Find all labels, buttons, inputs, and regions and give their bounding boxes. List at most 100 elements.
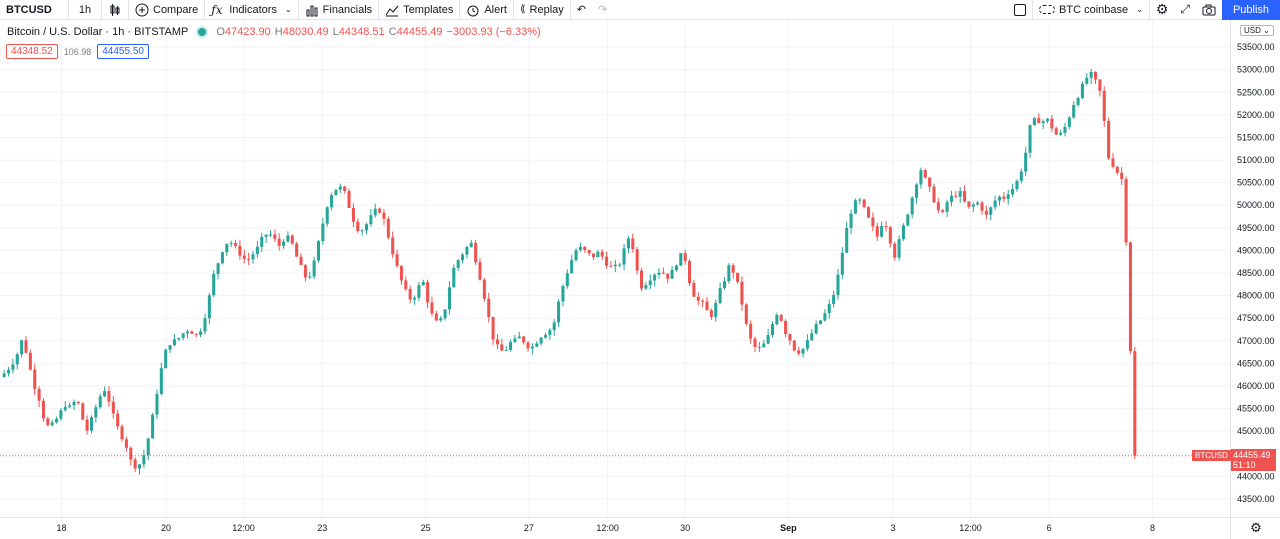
templates-button[interactable]: Templates: [379, 0, 459, 20]
candle-body: [548, 330, 552, 335]
candle-body: [312, 260, 316, 277]
candle-body: [1015, 180, 1019, 190]
publish-button[interactable]: Publish: [1222, 0, 1280, 20]
candle-body: [766, 335, 770, 344]
price-axis: 53500.00 53000.00 52500.00 52000.00 51500.00…: [1237, 42, 1275, 504]
candle-body: [971, 204, 975, 207]
close-key: C: [388, 26, 397, 38]
buy-price-button[interactable]: 44455.50: [97, 44, 149, 59]
candle-body: [709, 310, 713, 317]
price-tick-label: 43500.00: [1237, 494, 1275, 504]
alert-button[interactable]: Alert: [460, 0, 513, 20]
candle-body: [640, 270, 644, 289]
candle-body: [1019, 171, 1023, 181]
candle-body: [674, 265, 678, 271]
high-value: 48030.49: [282, 26, 329, 38]
candle-body: [85, 419, 89, 431]
chevron-down-icon: ⌄: [284, 5, 292, 14]
candle-body: [308, 276, 312, 278]
candle-body: [133, 459, 137, 469]
time-tick-label: 12:00: [596, 523, 619, 533]
symbol-title[interactable]: Bitcoin / U.S. Dollar · 1h · BITSTAMP: [7, 26, 189, 38]
candle-body: [727, 265, 731, 282]
fullscreen-button[interactable]: ⤢: [1174, 0, 1196, 20]
candle-body: [653, 274, 657, 281]
compare-button[interactable]: Compare: [129, 0, 204, 20]
candle-body: [391, 237, 395, 255]
candle-body: [137, 464, 142, 469]
symbol-price-tag: BTCUSD: [1192, 450, 1231, 461]
candle-body: [954, 195, 958, 197]
candle-body: [915, 184, 919, 198]
sell-price-button[interactable]: 44348.52: [6, 44, 58, 59]
candle-body: [33, 369, 37, 389]
candle-body: [941, 210, 945, 212]
candle-body: [596, 251, 600, 258]
candle-body: [251, 254, 255, 260]
price-chart[interactable]: 53500.00 53000.00 52500.00 52000.00 51500.00…: [0, 20, 1280, 539]
candle-body: [351, 207, 355, 222]
undo-icon: ↶: [576, 4, 586, 16]
candle-body: [784, 320, 788, 335]
chart-type-button[interactable]: [102, 0, 128, 20]
candle-body: [718, 288, 722, 303]
candle-body: [325, 207, 329, 224]
time-tick-label: 30: [680, 523, 690, 533]
candle-body: [522, 336, 526, 343]
time-tick-label: 27: [524, 523, 534, 533]
chart-legend: Bitcoin / U.S. Dollar · 1h · BITSTAMP O 4…: [7, 26, 541, 38]
candle-body: [631, 238, 635, 250]
candle-body: [770, 324, 775, 336]
candle-body: [722, 281, 726, 289]
replay-button[interactable]: ⟪ Replay: [514, 0, 570, 20]
candle-body: [238, 245, 242, 256]
price-tick-label: 46000.00: [1237, 381, 1275, 391]
layout-selector[interactable]: BTC coinbase ⌄: [1033, 0, 1149, 20]
price-tick-label: 45000.00: [1237, 426, 1275, 436]
candle-body: [334, 189, 338, 196]
candle-body: [810, 333, 814, 341]
layout-name: BTC coinbase: [1059, 3, 1129, 16]
currency-selector[interactable]: USD ⌄: [1240, 25, 1274, 36]
low-value: 44348.51: [338, 26, 385, 38]
candle-body: [478, 262, 482, 280]
symbol-search[interactable]: BTCUSD: [6, 3, 52, 16]
price-tick-label: 50500.00: [1237, 178, 1275, 188]
candle-body: [731, 265, 735, 273]
interval-button[interactable]: 1h: [78, 3, 92, 16]
candle-body: [439, 318, 443, 321]
candle-body: [1002, 196, 1006, 199]
candle-body: [906, 214, 910, 226]
candle-body: [408, 288, 412, 300]
undo-button[interactable]: ↶: [571, 0, 592, 20]
open-key: O: [216, 26, 225, 38]
settings-button[interactable]: ⚙: [1150, 0, 1175, 20]
candle-body: [670, 270, 674, 279]
price-tick-label: 46500.00: [1237, 358, 1275, 368]
snapshot-button[interactable]: [1196, 0, 1222, 20]
candle-body: [605, 256, 609, 266]
indicators-label: Indicators: [229, 3, 277, 16]
candle-body: [862, 199, 866, 208]
candle-body: [705, 301, 709, 311]
financials-button[interactable]: Financials: [299, 0, 379, 20]
candle-body: [386, 218, 390, 238]
candle-body: [1041, 121, 1045, 124]
candle-body: [897, 239, 901, 258]
candle-body: [482, 279, 486, 299]
fullscreen-toggle[interactable]: [1008, 0, 1032, 20]
candle-body: [1024, 152, 1028, 172]
price-tick-label: 47500.00: [1237, 313, 1275, 323]
time-tick-label: 12:00: [232, 523, 255, 533]
candle-body: [164, 349, 168, 369]
chart-settings-icon[interactable]: ⚙: [1250, 520, 1262, 535]
redo-button[interactable]: ↷: [592, 0, 613, 20]
candle-body: [356, 221, 360, 232]
templates-icon: [385, 5, 399, 16]
candle-body: [2, 373, 6, 377]
indicators-button[interactable]: ƒx Indicators ⌄: [205, 0, 297, 20]
candle-body: [369, 215, 373, 225]
bar-chart-icon: [306, 5, 318, 16]
candle-body: [657, 272, 661, 275]
candle-body: [487, 298, 491, 317]
